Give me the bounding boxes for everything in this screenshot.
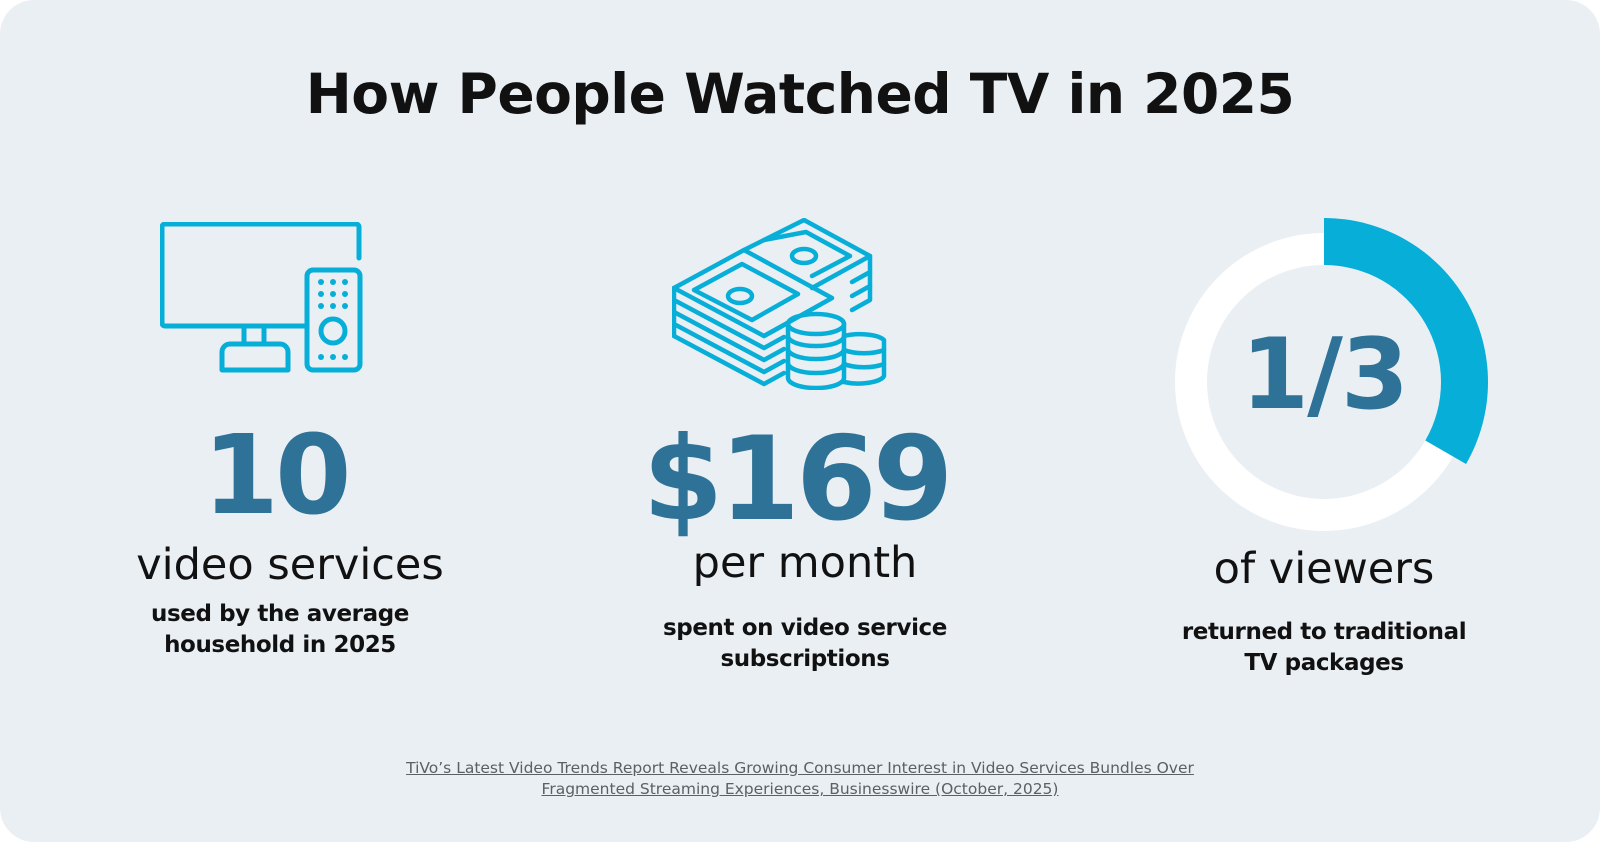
donut-progress-icon bbox=[1168, 212, 1494, 538]
stat-unit: video services bbox=[136, 540, 444, 590]
stat-unit: of viewers bbox=[1213, 544, 1435, 594]
stat-services: 10 video services used by the average ho… bbox=[80, 420, 500, 661]
donut-arc bbox=[1324, 218, 1488, 464]
page-title: How People Watched TV in 2025 bbox=[305, 62, 1295, 126]
tv-remote-icon bbox=[160, 222, 372, 382]
stat-value: 1/3 bbox=[1240, 318, 1409, 432]
stat-description: returned to traditional TV packages bbox=[1181, 619, 1467, 676]
source-line-2[interactable]: Fragmented Streaming Experiences, Busine… bbox=[541, 780, 1059, 798]
source-link[interactable]: TiVo’s Latest Video Trends Report Reveal… bbox=[0, 758, 1600, 800]
stat-value: 10 bbox=[202, 411, 351, 539]
stat-value: $169 bbox=[642, 412, 954, 547]
stat-viewers: of viewers returned to traditional TV pa… bbox=[1124, 548, 1524, 679]
stat-spend: $169 per month spent on video service su… bbox=[605, 422, 1005, 675]
source-line-1[interactable]: TiVo’s Latest Video Trends Report Reveal… bbox=[406, 759, 1194, 777]
stat-description: used by the average household in 2025 bbox=[150, 601, 409, 658]
stat-description: spent on video service subscriptions bbox=[662, 615, 947, 672]
stat-unit: per month bbox=[692, 538, 918, 588]
money-stack-coins-icon bbox=[672, 218, 904, 390]
